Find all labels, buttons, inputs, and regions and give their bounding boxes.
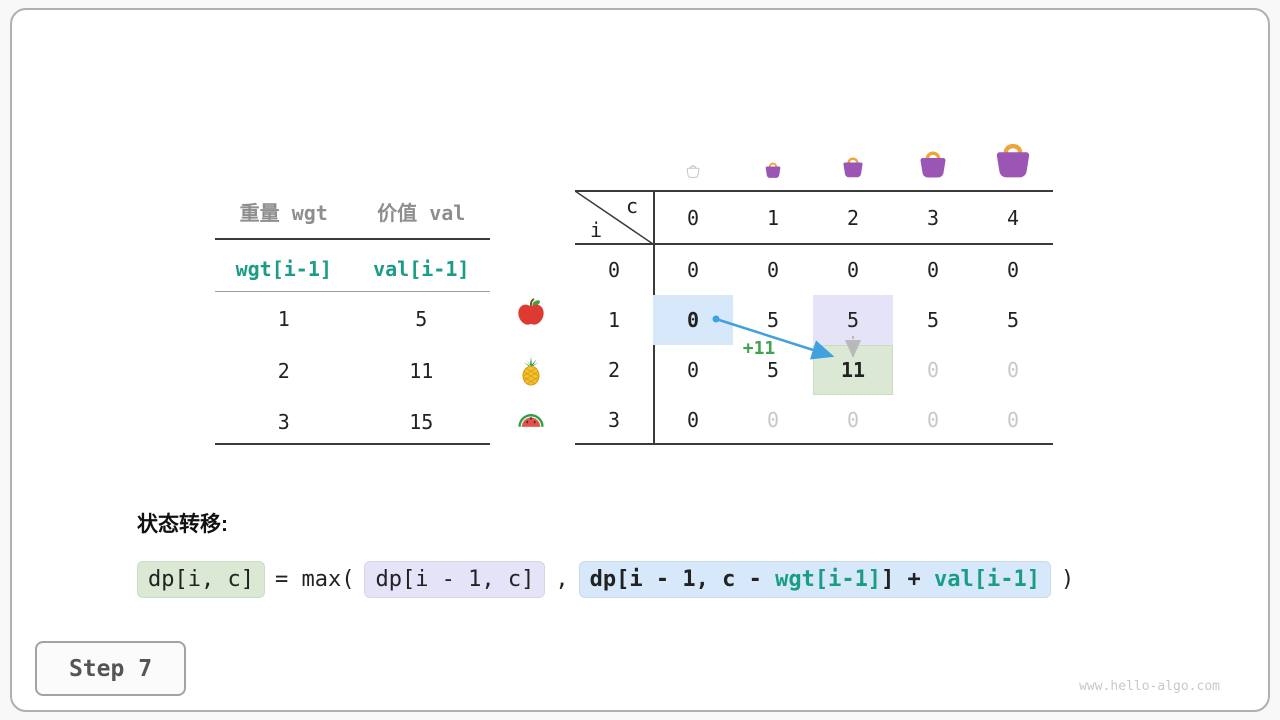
formula-closing-paren: ) — [1061, 567, 1075, 592]
dp-row-headers: 0 1 2 3 — [575, 245, 653, 445]
formula-take-prefix: dp[i - 1, c - — [589, 567, 776, 592]
step-indicator: Step 7 — [35, 641, 186, 696]
dp-cell-3-2: 0 — [846, 408, 860, 432]
row-header-2: 2 — [607, 358, 621, 382]
col-header-0: 0 — [686, 205, 700, 230]
col-header-4: 4 — [1006, 205, 1020, 230]
item-row-2: 2 11 — [215, 358, 490, 384]
weight-header: 重量 wgt — [239, 200, 328, 225]
row-header-1: 1 — [607, 308, 621, 332]
formula-skip-item: dp[i - 1, c] — [364, 561, 546, 598]
dp-cell-0-0: 0 — [686, 258, 700, 282]
dp-cell-1-4: 5 — [1006, 308, 1020, 332]
dp-cell-1-2: 5 — [813, 295, 893, 345]
watermelon-icon — [516, 407, 546, 441]
item-row-1: 1 5 — [215, 306, 490, 332]
col-axis-label: c — [625, 194, 638, 218]
table-divider — [215, 291, 490, 292]
dp-cell-1-3: 5 — [926, 308, 940, 332]
dp-cell-3-0: 0 — [686, 408, 700, 432]
formula-take-wgt: wgt[i-1] — [775, 567, 882, 592]
item-1-weight: 1 — [277, 307, 290, 331]
item-1-value: 5 — [415, 307, 428, 331]
item-3-value: 15 — [409, 410, 434, 434]
dp-table-corner: c i — [574, 190, 654, 245]
bag-4-icon — [991, 138, 1035, 182]
formula-current-cell: dp[i, c] — [137, 561, 265, 598]
dp-cell-2-2: 11 — [813, 345, 893, 395]
value-header: 价值 val — [377, 200, 466, 225]
formula-take-item: dp[i - 1, c - wgt[i-1]] + val[i-1] — [578, 561, 1052, 598]
dp-cell-3-4: 0 — [1006, 408, 1020, 432]
dp-cell-2-4: 0 — [1006, 358, 1020, 382]
item-row-3: 3 15 — [215, 409, 490, 435]
dp-cell-2-3: 0 — [926, 358, 940, 382]
items-table-subheader: wgt[i-1] val[i-1] — [215, 256, 490, 282]
dp-cell-0-3: 0 — [926, 258, 940, 282]
row-header-0: 0 — [607, 258, 621, 282]
dp-table-grid: 0 0 0 0 0 0 5 5 5 5 0 5 11 0 0 0 0 0 0 0 — [653, 245, 1053, 445]
item-2-weight: 2 — [277, 359, 290, 383]
state-transition-formula: dp[i, c] = max( dp[i - 1, c] , dp[i - 1,… — [137, 561, 1074, 598]
col-header-2: 2 — [846, 205, 860, 230]
state-transition-label: 状态转移: — [137, 513, 228, 536]
dp-cell-1-0: 0 — [653, 295, 733, 345]
dp-cell-0-2: 0 — [846, 258, 860, 282]
bag-3-icon — [916, 147, 950, 182]
formula-take-val: val[i-1] — [934, 567, 1041, 592]
row-axis-label: i — [590, 218, 603, 242]
dp-cell-2-1: 5 — [766, 358, 780, 382]
col-header-3: 3 — [926, 205, 940, 230]
add-value-annotation: +11 — [742, 338, 776, 359]
table-divider — [215, 238, 490, 240]
bag-1-icon — [763, 160, 783, 182]
items-table: 重量 wgt 价值 val wgt[i-1] val[i-1] 1 5 2 11… — [215, 198, 490, 448]
weight-symbol: wgt[i-1] — [235, 257, 332, 281]
col-header-1: 1 — [766, 205, 780, 230]
bag-empty-icon — [685, 163, 701, 182]
dp-table-bottom-border — [575, 443, 1053, 445]
dp-table-top-border — [575, 190, 1053, 192]
bag-2-icon — [840, 154, 866, 182]
watermark: www.hello-algo.com — [1079, 679, 1220, 694]
pineapple-icon — [516, 356, 546, 390]
dp-table-header-border — [575, 243, 1053, 245]
formula-take-infix: ] + — [881, 567, 935, 592]
item-2-value: 11 — [409, 359, 434, 383]
dp-cell-0-1: 0 — [766, 258, 780, 282]
dp-cell-3-3: 0 — [926, 408, 940, 432]
formula-separator: , — [555, 567, 569, 592]
items-table-header: 重量 wgt 价值 val — [215, 198, 490, 225]
formula-operator: = max( — [274, 567, 355, 592]
dp-col-headers: 0 1 2 3 4 — [653, 192, 1053, 243]
dp-cell-2-0: 0 — [686, 358, 700, 382]
value-symbol: val[i-1] — [373, 257, 470, 281]
apple-icon — [516, 297, 546, 331]
table-divider — [215, 443, 490, 445]
item-3-weight: 3 — [277, 410, 290, 434]
dp-cell-0-4: 0 — [1006, 258, 1020, 282]
dp-cell-3-1: 0 — [766, 408, 780, 432]
diagonal-divider-icon — [574, 190, 654, 245]
row-header-3: 3 — [607, 408, 621, 432]
